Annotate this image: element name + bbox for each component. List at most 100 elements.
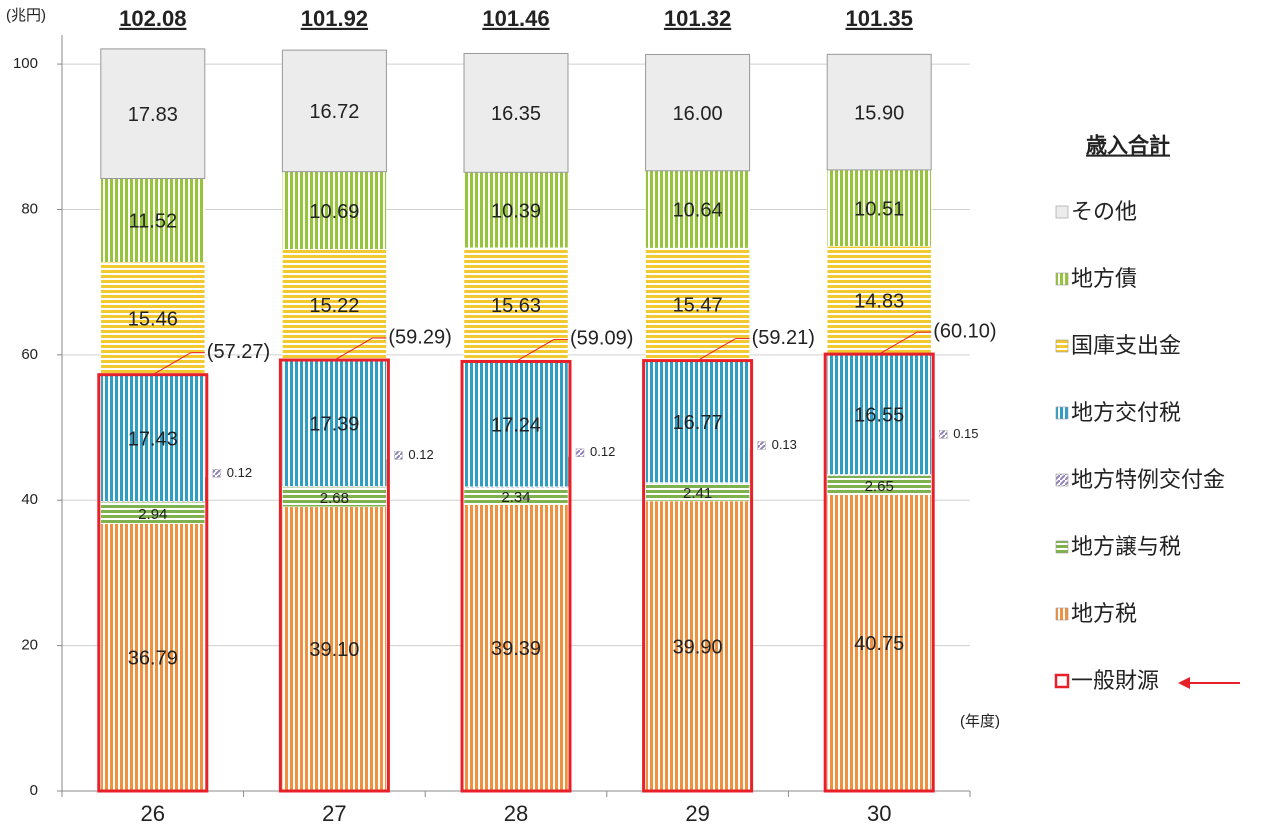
- x-tick-label: 28: [504, 801, 528, 826]
- bar-segment: [100, 48, 206, 179]
- leader-line: [515, 339, 555, 362]
- segment-label: 15.90: [854, 102, 904, 124]
- x-unit-label: (年度): [960, 713, 1000, 730]
- y-tick-label: 20: [21, 637, 38, 654]
- bar-segment: [645, 247, 750, 361]
- label-icon: [394, 451, 403, 460]
- x-tick-label: 26: [141, 801, 165, 826]
- segment-label: 39.90: [673, 636, 723, 658]
- total-label: 102.08: [119, 6, 186, 31]
- bar-segment: [645, 53, 751, 172]
- legend-label: 地方譲与税: [1071, 534, 1181, 559]
- segment-label: 40.75: [854, 633, 904, 655]
- segment-label: 2.41: [683, 485, 712, 502]
- segment-label: 15.22: [309, 295, 359, 317]
- legend-label: 地方税: [1071, 601, 1137, 626]
- total-label: 101.92: [301, 6, 368, 31]
- segment-label: 16.35: [491, 103, 541, 125]
- legend-label: 地方特例交付金: [1071, 467, 1225, 492]
- bar-segment: [463, 172, 569, 249]
- bar-segment: [645, 360, 750, 483]
- label-icon: [212, 469, 222, 478]
- bar-segment: [463, 504, 569, 792]
- legend-swatch: [1055, 339, 1069, 353]
- legend-swatch: [1055, 540, 1069, 554]
- bar-segment: [463, 52, 569, 173]
- segment-label: 2.94: [138, 506, 167, 523]
- legend-title: 歳入合計: [1086, 134, 1170, 158]
- general-revenue-label: (60.10): [933, 320, 996, 342]
- legend-label: 地方債: [1071, 266, 1137, 291]
- legend-label: 一般財源: [1071, 668, 1159, 693]
- segment-label: 16.00: [673, 103, 723, 125]
- y-tick-label: 0: [30, 782, 38, 799]
- segment-label: 17.39: [309, 413, 359, 435]
- segment-label: 2.68: [320, 490, 349, 507]
- x-tick-label: 27: [322, 801, 346, 826]
- x-tick-label: 30: [867, 801, 891, 826]
- bar-segment: [100, 523, 206, 792]
- general-revenue-label: (59.09): [570, 328, 633, 350]
- leader-line: [697, 338, 736, 362]
- segment-label: 11.52: [129, 211, 178, 233]
- bar-segment: [282, 506, 387, 792]
- bar-segment: [826, 353, 932, 475]
- general-revenue-label: (59.29): [388, 326, 451, 348]
- label-icon: [575, 448, 585, 458]
- legend-swatch: [1055, 205, 1069, 219]
- bar-segment: [826, 53, 932, 171]
- bar-segment: [645, 170, 750, 249]
- bar-segment: [463, 247, 569, 362]
- total-label: 101.35: [846, 6, 913, 31]
- label-icon: [938, 430, 948, 439]
- leader-line: [878, 331, 918, 355]
- bar-segment: [826, 246, 932, 355]
- bar-segment: [645, 500, 750, 792]
- x-tick-label: 29: [685, 801, 709, 826]
- legend-label: その他: [1071, 199, 1137, 224]
- bar-segment: [100, 374, 206, 502]
- segment-label: 17.24: [491, 414, 541, 436]
- total-label: 101.46: [482, 6, 549, 31]
- bar-segment: [282, 359, 387, 487]
- segment-label: 10.39: [491, 200, 541, 222]
- segment-label: 16.72: [309, 101, 359, 123]
- bar-segment: [281, 49, 387, 173]
- segment-label: 36.79: [128, 648, 178, 670]
- segment-label: 10.51: [854, 198, 904, 220]
- segment-label: 15.63: [491, 295, 541, 317]
- label-icon: [757, 441, 766, 450]
- segment-label: 10.69: [309, 201, 359, 223]
- legend-swatch: [1055, 406, 1069, 420]
- segment-label: 39.39: [491, 638, 541, 660]
- total-label: 101.32: [664, 6, 731, 31]
- segment-label: 17.83: [128, 104, 178, 126]
- segment-label: 10.64: [673, 200, 723, 222]
- leader-line: [334, 337, 373, 361]
- segment-label: 14.83: [854, 290, 904, 312]
- segment-label: 0.12: [590, 444, 615, 459]
- y-tick-label: 60: [21, 346, 38, 363]
- segment-label: 0.12: [408, 447, 433, 462]
- segment-label: 0.15: [953, 426, 978, 441]
- y-unit-label: (兆円): [6, 7, 46, 24]
- bar-segment: [282, 249, 387, 361]
- y-tick-label: 100: [13, 55, 38, 72]
- segment-label: 15.47: [673, 295, 723, 317]
- segment-label: 16.77: [673, 412, 723, 434]
- y-tick-label: 80: [21, 200, 38, 217]
- legend-arrowhead: [1178, 677, 1190, 689]
- bar-segment: [826, 169, 932, 247]
- segment-label: 15.46: [128, 309, 178, 331]
- bar-segment: [282, 171, 387, 250]
- legend-swatch: [1054, 673, 1070, 689]
- legend-swatch: [1055, 272, 1069, 286]
- segment-label: 39.10: [309, 639, 359, 661]
- bar-segment: [100, 178, 206, 263]
- segment-label: 0.12: [227, 465, 252, 480]
- segment-label: 2.34: [501, 489, 530, 506]
- segment-label: 16.55: [854, 405, 904, 427]
- segment-label: 2.65: [865, 478, 894, 495]
- legend-label: 地方交付税: [1071, 400, 1181, 425]
